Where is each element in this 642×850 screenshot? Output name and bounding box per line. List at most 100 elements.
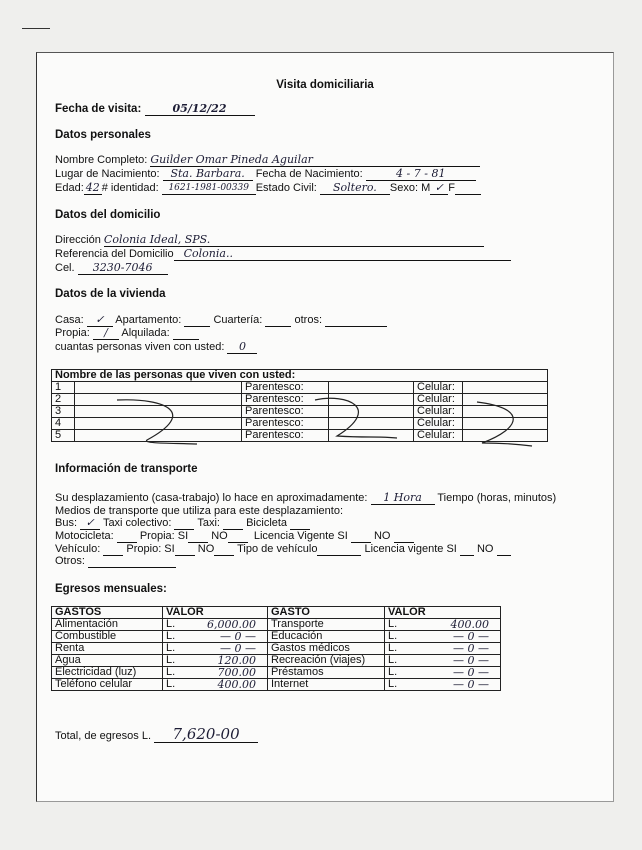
label: Fecha de Nacimiento: [255,168,363,180]
persona-row: 1 Parentesco: Celular: [51,381,548,394]
moto-licencia-no[interactable] [393,531,414,543]
moto-propia-no[interactable] [227,531,248,543]
parentesco-cell[interactable] [328,405,414,418]
persona-nombre-cell[interactable] [74,393,242,406]
referencia-field[interactable]: Colonia.. [173,248,511,261]
propia-field[interactable]: / [92,327,119,340]
currency: L. [166,654,176,666]
edad-field[interactable]: 42 [83,181,102,195]
currency: L. [388,618,398,630]
col-header: VALOR [162,606,268,619]
otros-field[interactable] [325,315,388,327]
celular-label: Celular: [413,405,463,418]
vehiculo-licencia-si[interactable] [459,544,474,556]
casa-field[interactable]: ✓ [86,314,113,327]
persona-nombre-cell[interactable] [74,429,242,442]
egreso-row: Renta L. — 0 — Gastos médicos L. — 0 — [51,642,501,655]
parentesco-cell[interactable] [328,393,414,406]
col-header: VALOR [384,606,501,619]
medios-label: Medios de transporte que utiliza para es… [55,505,344,517]
egresos-table: GASTOS VALOR GASTO VALOR Alimentación L. 6… [51,606,501,691]
label: NO [373,530,391,542]
valor-cell[interactable]: L. — 0 — [162,642,268,655]
label: Sexo: M [389,182,431,194]
fecha-nac-field[interactable]: 4 - 7 - 81 [365,168,476,181]
lugar-field[interactable]: Sta. Barbara. [162,168,253,181]
valor-cell[interactable]: L. — 0 — [384,642,501,655]
valor-cell[interactable]: L. 120.00 [162,654,268,667]
bus-row: Bus: ✓ Taxi colectivo: Taxi: Bicicleta [55,517,311,530]
valor-cell[interactable]: L. — 0 — [384,654,501,667]
celular-cell[interactable] [462,417,548,430]
valor-cell[interactable]: L. — 0 — [162,630,268,643]
valor-cell[interactable]: L. 400.00 [162,678,268,691]
label: Cuartería: [213,314,263,326]
alquilada-field[interactable] [172,328,199,340]
taxi-colectivo-field[interactable] [174,518,195,530]
tipo-vehiculo-field[interactable] [317,544,362,556]
lugar-row: Lugar de Nacimiento: Sta. Barbara. Fecha… [55,168,476,181]
transporte-otros-field[interactable] [88,556,177,568]
section-domicilio: Datos del domicilio [55,209,161,221]
gasto-label: Renta [51,642,163,655]
persona-nombre-cell[interactable] [74,417,242,430]
valor-value: 120.00 [217,654,257,667]
scan-mark [22,28,50,29]
bus-field[interactable]: ✓ [80,517,101,530]
section-vivienda: Datos de la vivienda [55,288,166,300]
valor-cell[interactable]: L. — 0 — [384,666,501,679]
direccion-field[interactable]: Colonia Ideal, SPS. [103,234,484,247]
vehiculo-propio-no[interactable] [214,544,235,556]
celular-cell[interactable] [462,405,548,418]
valor-cell[interactable]: L. 400.00 [384,618,501,631]
personas-row: cuantas personas viven con usted: 0 [55,341,258,354]
taxi-field[interactable] [223,518,244,530]
egreso-row: Agua L. 120.00 Recreación (viajes) L. — 0 — [51,654,501,667]
celular-cell[interactable] [462,381,548,394]
celular-cell[interactable] [462,429,548,442]
parentesco-cell[interactable] [328,417,414,430]
persona-nombre-cell[interactable] [74,405,242,418]
valor-cell[interactable]: L. 700.00 [162,666,268,679]
currency: L. [166,630,176,642]
sexo-m-field[interactable]: ✓ [430,182,449,195]
label: # identidad: [101,182,159,194]
persona-nombre-cell[interactable] [74,381,242,394]
vehiculo-field[interactable] [103,544,124,556]
valor-cell[interactable]: L. 6,000.00 [162,618,268,631]
personas-field[interactable]: 0 [227,341,258,354]
vehiculo-propio-si[interactable] [174,544,195,556]
label: Alquilada: [121,327,170,339]
cuarteria-field[interactable] [265,315,292,327]
egreso-row: Electricidad (luz) L. 700.00 Préstamos L. — 0… [51,666,501,679]
vehiculo-licencia-no[interactable] [496,544,511,556]
label: otros: [294,314,322,326]
moto-licencia-si[interactable] [350,531,371,543]
cel-field[interactable]: 3230-7046 [77,262,168,275]
total-field[interactable]: 7,620-00 [154,727,259,743]
otros-row: Otros: [55,555,177,568]
apartamento-field[interactable] [184,315,211,327]
personas-table: Nombre de las personas que viven con ust… [51,369,548,442]
celular-cell[interactable] [462,393,548,406]
label: NO [211,530,228,542]
gasto-label: Gastos médicos [267,642,385,655]
desplazamiento-row: Su desplazamiento (casa-trabajo) lo hace… [55,492,556,505]
label: Vehículo: [55,543,101,555]
fecha-visita-value[interactable]: 05/12/22 [144,103,255,116]
moto-field[interactable] [116,531,137,543]
gasto-label: Teléfono celular [51,678,163,691]
parentesco-cell[interactable] [328,381,414,394]
desplazamiento-field[interactable]: 1 Hora [370,492,435,505]
valor-cell[interactable]: L. — 0 — [384,630,501,643]
nombre-field[interactable]: Guilder Omar Pineda Aguilar [150,154,481,167]
propia-row: Propia: / Alquilada: [55,327,199,340]
valor-cell[interactable]: L. — 0 — [384,678,501,691]
estado-field[interactable]: Soltero. [319,182,390,195]
sexo-f-field[interactable] [455,183,481,195]
identidad-field[interactable]: 1621-1981-00339 [161,182,256,195]
moto-propia-si[interactable] [188,531,209,543]
total-row: Total, de egresos L. 7,620-00 [55,727,259,743]
bicicleta-field[interactable] [290,518,311,530]
parentesco-cell[interactable] [328,429,414,442]
